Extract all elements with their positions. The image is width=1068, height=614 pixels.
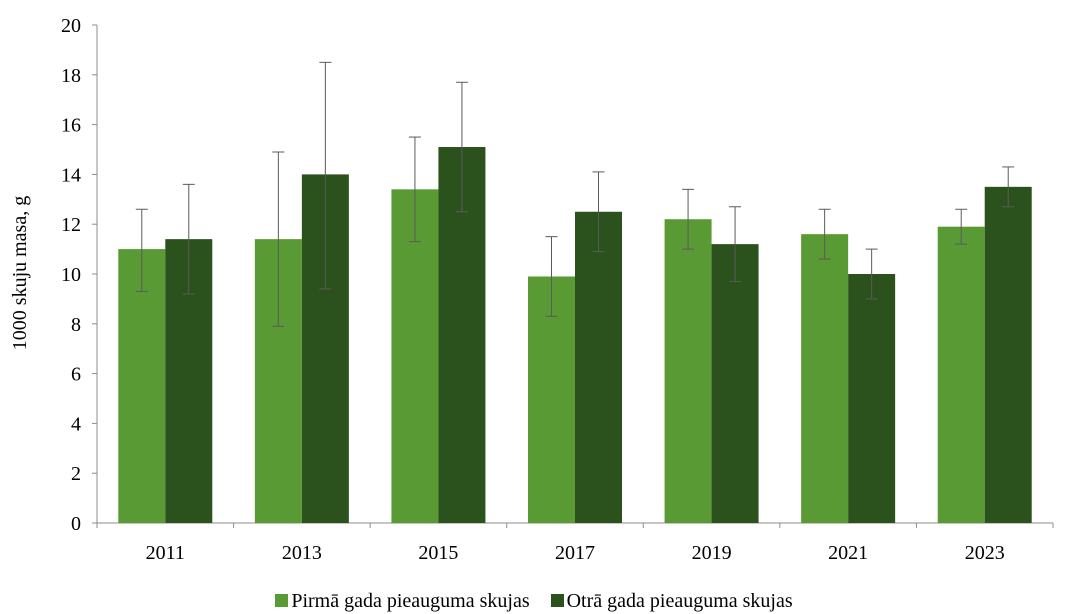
x-tick-label: 2011	[146, 542, 185, 564]
chart-plot: 0 2 4 6 8 10 12 14 16 18 20 2011 2013 2015 2017 2019 202…	[9, 15, 1054, 564]
legend-swatch-second-year	[550, 594, 564, 607]
legend-label-first-year: Pirmā gada pieauguma skujas	[291, 590, 530, 612]
y-tick-label: 2	[71, 463, 81, 485]
x-tick-label: 2019	[692, 542, 732, 564]
bar-first-year-2017	[528, 276, 575, 523]
y-tick-label: 12	[61, 214, 81, 236]
x-tick-label: 2015	[418, 542, 458, 564]
y-tick-label: 6	[71, 364, 81, 386]
legend: Pirmā gada pieauguma skujas Otrā gada pi…	[0, 588, 1068, 614]
y-tick-label: 8	[71, 314, 81, 336]
legend-item-first-year: Pirmā gada pieauguma skujas	[275, 588, 530, 614]
x-tick-label: 2021	[828, 542, 868, 564]
x-tick-label: 2023	[965, 542, 1005, 564]
bar-first-year-2023	[937, 226, 985, 523]
y-tick-label: 4	[71, 413, 81, 435]
bar-second-year-2017	[575, 211, 622, 523]
legend-label-second-year: Otrā gada pieauguma skujas	[566, 590, 793, 612]
bar-first-year-2019	[664, 219, 712, 523]
y-tick-label: 14	[61, 164, 81, 186]
y-tick-label: 10	[61, 264, 81, 286]
bar-first-year-2021	[801, 234, 849, 523]
y-tick-label: 0	[71, 513, 81, 535]
x-tick-label: 2017	[555, 542, 595, 564]
legend-item-second-year: Otrā gada pieauguma skujas	[550, 588, 793, 614]
legend-swatch-first-year	[275, 594, 289, 607]
y-tick-label: 18	[61, 65, 81, 87]
x-tick-label: 2013	[282, 542, 322, 564]
y-axis-title: 1000 skuju masa, g	[9, 196, 31, 350]
y-tick-label: 16	[61, 115, 81, 137]
bar-first-year-2011	[118, 249, 166, 523]
y-tick-label: 20	[61, 15, 81, 37]
bar-first-year-2015	[391, 189, 439, 523]
bar-second-year-2019	[711, 244, 759, 523]
bar-second-year-2021	[848, 274, 896, 523]
bar-second-year-2023	[984, 186, 1032, 523]
